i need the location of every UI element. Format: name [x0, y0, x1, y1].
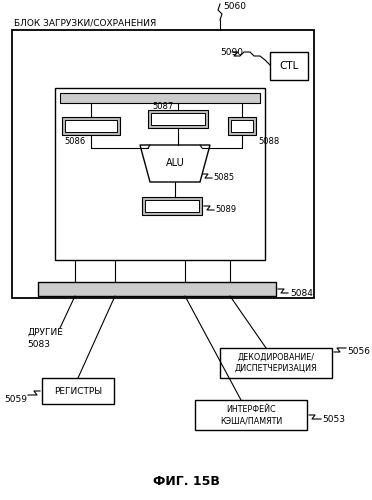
Text: 5089: 5089	[215, 206, 236, 214]
Bar	[228, 117, 256, 135]
Bar	[62, 117, 120, 135]
Text: ИНТЕРФЕЙС
КЭША/ПАМЯТИ: ИНТЕРФЕЙС КЭША/ПАМЯТИ	[220, 405, 282, 425]
Bar	[42, 378, 114, 404]
Bar	[60, 93, 260, 103]
Text: ФИГ. 15В: ФИГ. 15В	[153, 475, 219, 488]
Bar	[55, 88, 265, 260]
Text: 5053: 5053	[322, 416, 345, 424]
Text: БЛОК ЗАГРУЗКИ/СОХРАНЕНИЯ: БЛОК ЗАГРУЗКИ/СОХРАНЕНИЯ	[14, 19, 156, 28]
Bar	[151, 113, 205, 125]
Text: 5086: 5086	[64, 137, 85, 146]
Bar	[231, 120, 253, 132]
Bar	[145, 200, 199, 212]
Bar	[195, 400, 307, 430]
Bar	[38, 282, 276, 296]
Text: 5085: 5085	[213, 174, 234, 182]
Text: 5060: 5060	[223, 2, 246, 11]
Bar	[270, 52, 308, 80]
Polygon shape	[140, 145, 210, 182]
Bar	[220, 348, 332, 378]
Bar	[148, 110, 208, 128]
Text: ALU: ALU	[166, 158, 185, 168]
Text: 5056: 5056	[347, 347, 370, 356]
Text: ДРУГИЕ: ДРУГИЕ	[27, 328, 63, 337]
Text: 5083: 5083	[27, 340, 50, 349]
Bar	[142, 197, 202, 215]
Bar	[12, 30, 314, 298]
Text: 5084: 5084	[290, 288, 313, 298]
Text: ДЕКОДИРОВАНИЕ/
ДИСПЕТЧЕРИЗАЦИЯ: ДЕКОДИРОВАНИЕ/ ДИСПЕТЧЕРИЗАЦИЯ	[235, 353, 317, 373]
Text: 5088: 5088	[258, 137, 279, 146]
Text: 5087: 5087	[152, 102, 173, 111]
Bar	[65, 120, 117, 132]
Text: РЕГИСТРЫ: РЕГИСТРЫ	[54, 386, 102, 396]
Text: 5090: 5090	[220, 48, 243, 57]
Text: 5059: 5059	[4, 394, 27, 404]
Text: CTL: CTL	[279, 61, 299, 71]
